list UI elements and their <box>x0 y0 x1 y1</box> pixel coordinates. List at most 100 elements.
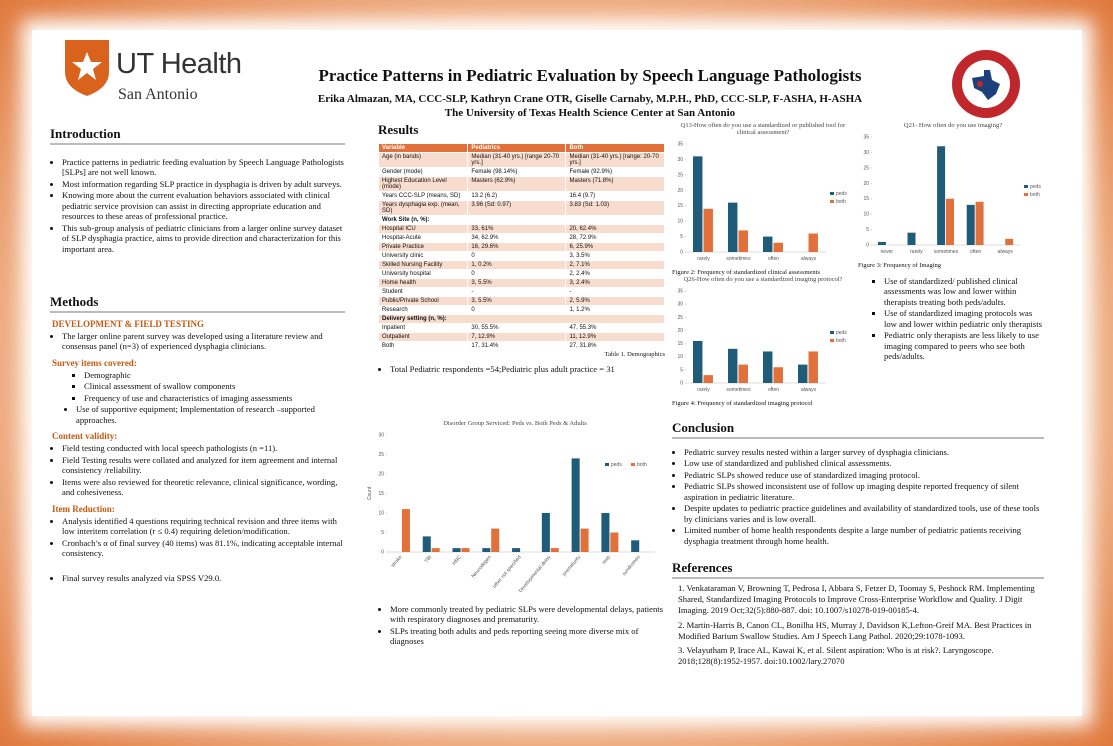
cell: 13.2 (6.2) <box>467 191 567 201</box>
bullet: The larger online parent survey was deve… <box>62 331 345 352</box>
cell: 0 <box>467 305 567 315</box>
table-row: Research 0 1, 1.2% <box>377 305 665 315</box>
x-tick-label: TBI <box>424 554 434 564</box>
affiliation: The University of Texas Health Science C… <box>444 107 736 119</box>
bullet-list: Use of standardized/ published clinical … <box>872 276 1044 362</box>
bullet: Cronbach’s α of final survey (40 items) … <box>62 538 345 559</box>
table-row: University clinic 0 3, 3.5% <box>377 251 665 261</box>
legend-label: both <box>1030 192 1040 198</box>
subheading: Content validity: <box>52 431 118 442</box>
bullet: Frequency of use and characteristics of … <box>84 393 345 403</box>
y-tick-label: 15 <box>677 341 683 347</box>
cell: Home health <box>377 278 469 288</box>
heading: Introduction <box>50 126 345 145</box>
y-tick-label: 35 <box>677 142 683 148</box>
table-row: Gender (mode) Female (98.14%) Female (92.9… <box>377 167 665 177</box>
cell: 3, 5.5% <box>467 278 567 288</box>
table-row: Work Site (n, %): <box>378 215 665 225</box>
cell: Masters (71.8%) <box>565 176 665 192</box>
chart-q21: Q21- How often do you use imaging? 0 5 10 15… <box>858 122 1048 269</box>
bullet: Use of standardized/ published clinical … <box>884 276 1044 307</box>
x-tick-label: always <box>801 387 817 393</box>
table-row: Outpatient 7, 12.9% 11, 12.9% <box>377 332 665 342</box>
header-cell: Both <box>565 143 665 153</box>
y-tick-label: 15 <box>378 491 384 497</box>
y-tick-label: 30 <box>677 302 683 308</box>
x-tick-label: sometimes <box>934 249 959 255</box>
cell: Age (in bands) <box>377 152 469 168</box>
cell: 34, 62.9% <box>467 233 567 243</box>
cell: Years CCC-SLP (means, SD) <box>377 191 469 201</box>
y-tick-label: 0 <box>381 550 384 556</box>
table-row: Highest Education Level (mode) Masters (6… <box>377 176 665 192</box>
y-tick-label: 10 <box>378 511 384 517</box>
bar <box>937 146 946 245</box>
header-row: Variable Pediatrics Both <box>377 143 665 153</box>
cell: 16, 29.6% <box>467 242 567 252</box>
bullet-list: Final survey results analyzed via SPSS V… <box>50 573 345 583</box>
header-cell: Pediatrics <box>467 143 567 153</box>
bar <box>550 548 559 552</box>
table-row: Years CCC-SLP (means, SD) 13.2 (6.2) 16.4 … <box>377 191 665 201</box>
x-tick-label: always <box>801 256 817 262</box>
header-cell: Variable <box>377 143 469 153</box>
bar <box>512 548 521 552</box>
cell: 3, 5.5% <box>467 296 567 306</box>
chart: 0 5 10 15 20 25 30 35 rarely sometimes often always… <box>677 289 847 394</box>
y-tick-label: 20 <box>677 328 683 334</box>
x-tick-label: rarely <box>910 249 923 255</box>
table-caption: Table 1. Demographics <box>604 351 665 358</box>
imaging-notes: Use of standardized/ published clinical … <box>872 276 1044 363</box>
legend-swatch <box>830 200 834 203</box>
legend-swatch <box>830 331 834 334</box>
bullet-list: Field testing conducted with local speec… <box>50 443 345 497</box>
bullet-list: Pediatric survey results nested within a… <box>672 447 1044 546</box>
bar <box>808 233 818 252</box>
bar <box>631 540 640 552</box>
bar <box>571 458 580 552</box>
cell: Both <box>377 341 469 351</box>
legend-label: both <box>637 462 647 468</box>
chart-q26: Q26-How often do you use a standardized … <box>672 276 854 407</box>
authors: Erika Almazan, MA, CCC-SLP, Kathryn Cran… <box>317 93 863 105</box>
cell: Delivery setting (n, %): <box>378 314 665 324</box>
bar <box>808 351 818 383</box>
cell: Research <box>377 305 469 315</box>
y-tick-label: 15 <box>863 196 869 202</box>
bar <box>580 528 589 552</box>
bullet-list: Analysis identified 4 questions requirin… <box>50 516 345 559</box>
bar <box>601 513 610 552</box>
logo-subtext: San Antonio <box>118 86 198 103</box>
bullet: Clinical assessment of swallow component… <box>84 381 345 391</box>
cell: - <box>565 287 665 297</box>
table-row: Inpatient 30, 55.5% 47, 55.3% <box>377 323 665 333</box>
bar <box>966 204 975 245</box>
conclusion: Conclusion Pediatric survey results nest… <box>672 420 1044 547</box>
table-row: Public/Private School 3, 5.5% 2, 5.9% <box>377 296 665 306</box>
bullet-list: More commonly treated by pediatric SLPs … <box>378 604 665 647</box>
x-tick-label: rarely <box>697 256 710 262</box>
x-tick-label: rarely <box>697 387 710 393</box>
x-tick-label: syndromes <box>621 554 642 577</box>
x-tick-label: sometimes <box>726 387 751 393</box>
chart-q13: Q13-How often do you use a standardized … <box>672 122 854 276</box>
bar <box>452 548 461 552</box>
table-row: Years dysphagia exp. (mean, SD) 3.96 (Sd:… <box>377 200 665 216</box>
bullet-list: Use of supportive equipment; Implementat… <box>50 404 345 425</box>
y-tick-label: 10 <box>863 212 869 218</box>
logo-text: UT Health <box>116 48 242 80</box>
bar <box>975 201 984 245</box>
cell: University hospital <box>377 269 469 279</box>
reference: 3. Velayutham P, Irace AL, Kawai K, et a… <box>678 644 994 667</box>
cell: 2, 7.1% <box>565 260 665 270</box>
bullet: Pediatric SLPs showed inconsistent use o… <box>684 481 1044 502</box>
y-tick-label: 20 <box>677 188 683 194</box>
y-tick-label: 25 <box>677 172 683 178</box>
bar <box>773 242 783 252</box>
bar <box>877 241 886 245</box>
cell: Highest Education Level (mode) <box>377 176 469 192</box>
bullet: Low use of standardized and published cl… <box>684 458 1044 468</box>
cell: 11, 12.9% <box>565 332 665 342</box>
bullet: Field Testing results were collated and … <box>62 455 345 476</box>
legend-label: both <box>836 338 846 344</box>
